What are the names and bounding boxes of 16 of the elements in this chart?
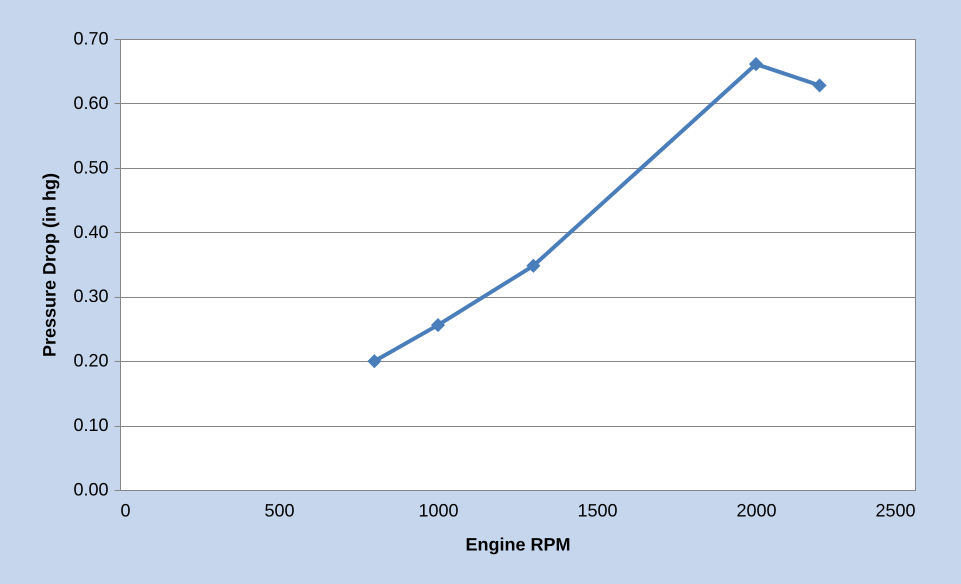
y-tick-label: 0.60 [73,92,108,113]
y-tick-label: 0.20 [73,350,108,371]
x-tick-label: 2000 [736,500,777,520]
x-tick-label: 1000 [418,500,459,520]
y-tick-label: 0.30 [73,286,108,306]
x-tick-label: 500 [264,500,295,520]
x-tick-label: 1500 [577,500,618,520]
x-tick-label: 2500 [875,500,916,520]
y-tick-label: 0.10 [73,415,108,436]
x-axis-title: Engine RPM [465,534,571,554]
y-tick-label: 0.40 [73,222,108,242]
y-axis-title: Pressure Drop (in hg) [39,172,60,358]
x-tick-label: 0 [120,500,131,520]
y-tick-label: 0.00 [73,480,108,500]
y-tick-label: 0.50 [73,157,108,178]
y-tick-label: 0.70 [73,28,108,48]
